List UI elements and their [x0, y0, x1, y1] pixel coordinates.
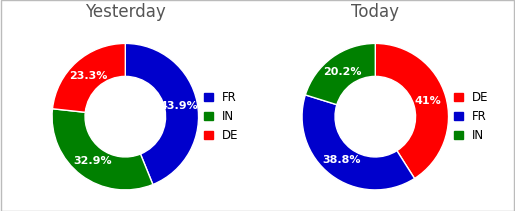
Text: 41%: 41%	[415, 96, 441, 106]
Title: Today: Today	[351, 3, 399, 21]
Text: 20.2%: 20.2%	[323, 68, 362, 77]
Wedge shape	[375, 43, 449, 179]
Text: 43.9%: 43.9%	[160, 101, 199, 111]
Text: 38.8%: 38.8%	[323, 155, 361, 165]
Wedge shape	[52, 109, 153, 190]
Wedge shape	[53, 43, 125, 112]
Text: 32.9%: 32.9%	[73, 156, 112, 165]
Legend: FR, IN, DE: FR, IN, DE	[204, 91, 238, 142]
Wedge shape	[125, 43, 199, 185]
Wedge shape	[302, 95, 415, 190]
Wedge shape	[305, 43, 375, 105]
Legend: DE, FR, IN: DE, FR, IN	[454, 91, 489, 142]
Text: 23.3%: 23.3%	[70, 71, 108, 81]
Title: Yesterday: Yesterday	[85, 3, 166, 21]
